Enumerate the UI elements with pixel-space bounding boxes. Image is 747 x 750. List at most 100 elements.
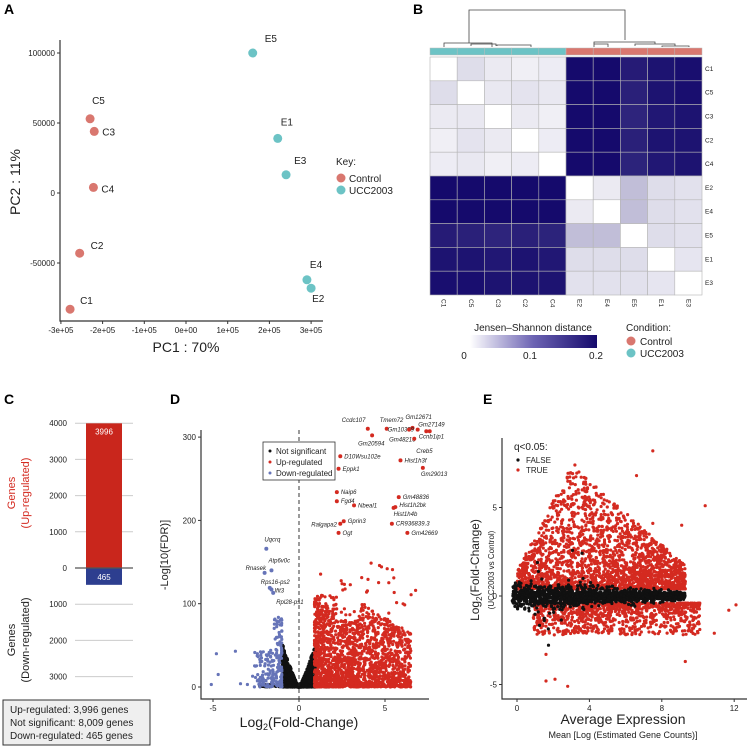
volcano-point-up: [381, 674, 385, 678]
volcano-point-up: [318, 649, 323, 653]
volcano-point-up: [393, 685, 397, 689]
volcano-point-up: [407, 665, 411, 669]
volcano-point-up: [334, 633, 338, 637]
ma-point-true: [626, 513, 630, 517]
volcano-point-up: [314, 675, 318, 679]
volcano-point-up: [388, 659, 392, 663]
volcano-point-not-significant: [304, 685, 308, 689]
heatmap-cell: [592, 199, 621, 224]
volcano-point-up: [342, 607, 346, 611]
heatmap-cell: [429, 270, 458, 296]
pca-point-C4: [88, 182, 98, 192]
volcano-point-up: [343, 683, 348, 687]
volcano-point-up: [314, 599, 318, 603]
ma-point-true: [541, 546, 545, 550]
volcano-point-down: [238, 682, 243, 686]
volcano-point-up: [345, 626, 349, 630]
pca-point-label: E4: [310, 260, 323, 271]
volcano-point-down: [265, 657, 270, 662]
pca-point-C5: [85, 114, 95, 124]
heatmap-cell: [592, 175, 621, 201]
volcano-labeled-point: [338, 454, 343, 459]
bar-ylabel-up-2: (Up-regulated): [20, 458, 32, 529]
volcano-point-up: [377, 681, 381, 686]
heatmap-cell: [511, 247, 540, 272]
volcano-point-up: [328, 640, 332, 644]
volcano-labeled-point: [336, 530, 341, 535]
volcano-labeled-point: [264, 546, 269, 551]
summary-up: Up-regulated: 3,996 genes: [10, 705, 128, 716]
condition-bar-cell: [620, 47, 648, 56]
volcano-point-not-significant: [308, 673, 312, 677]
volcano-point-down: [275, 641, 279, 646]
volcano-point-down: [270, 675, 274, 680]
volcano-point-up: [320, 633, 324, 638]
bar-ytick-label: 0: [63, 564, 68, 573]
volcano-point-up: [363, 621, 367, 625]
heatmap-cell: [565, 223, 594, 248]
condition-ucc2003: UCC2003: [640, 349, 684, 360]
heatmap-cell: [647, 199, 676, 224]
pca-xtick-label: 0e+00: [175, 326, 198, 335]
volcano-point-up: [360, 649, 365, 653]
ma-point-true: [529, 564, 534, 568]
volcano-point-up: [361, 685, 365, 689]
volcano-gene-label: Gm20594: [358, 441, 385, 447]
volcano-labeled-point: [269, 568, 274, 573]
ma-point-true: [556, 530, 560, 535]
volcano-point-up: [360, 576, 364, 580]
ma-point-true: [647, 532, 651, 536]
volcano-point-down: [245, 682, 249, 687]
volcano-point-not-significant: [282, 653, 286, 657]
volcano-point-not-significant: [301, 684, 305, 688]
legend-not-significant: Not significant: [276, 447, 327, 456]
volcano-point-not-significant: [304, 671, 308, 675]
volcano-ytick-label: 0: [192, 683, 197, 692]
colorbar: [470, 335, 597, 348]
volcano-gene-label: Gprin3: [348, 519, 367, 525]
volcano-gene-label: Hist1h2bk: [399, 503, 427, 509]
heatmap-col-label: E5: [630, 299, 637, 307]
volcano-xtick-label: 0: [297, 704, 302, 713]
volcano-point-up: [334, 595, 338, 599]
volcano-point-down: [253, 675, 258, 680]
volcano-point-up: [406, 653, 411, 658]
heatmap-cell: [538, 247, 567, 272]
gene-count-bar-chart: Genes (Up-regulated) Genes (Down-regulat…: [2, 419, 151, 746]
volcano-point-up: [396, 661, 400, 665]
volcano-point-up: [388, 685, 392, 689]
volcano-point-not-significant: [282, 679, 286, 684]
volcano-point-up: [389, 648, 393, 652]
heatmap-row-label: E5: [705, 233, 713, 240]
volcano-point-down: [280, 669, 284, 673]
volcano-point-up: [397, 664, 401, 669]
heatmap-cell: [565, 247, 594, 272]
volcano-gene-label: Gm48216: [389, 438, 416, 444]
volcano-point-up: [339, 619, 343, 624]
volcano-point-down: [274, 635, 279, 640]
condition-bar-cell: [592, 47, 621, 56]
volcano-point-up: [390, 568, 395, 572]
volcano-point-up: [320, 630, 324, 634]
volcano-point-not-significant: [287, 672, 291, 677]
volcano-point-up: [336, 625, 340, 630]
volcano-labeled-point: [370, 433, 375, 438]
volcano-point-up: [340, 684, 344, 689]
pca-xtick-label: 1e+05: [216, 326, 239, 335]
pca-point-C1: [65, 304, 75, 314]
volcano-point-up: [414, 588, 418, 593]
volcano-point-down: [256, 673, 260, 677]
volcano-point-up: [361, 669, 366, 673]
volcano-labeled-point: [336, 466, 341, 471]
volcano-gene-label: CR936839.3: [396, 522, 430, 528]
heatmap-cell: [565, 175, 594, 201]
heatmap-cell: [484, 56, 512, 82]
volcano-labeled-point: [365, 426, 370, 431]
volcano-point-up: [371, 656, 375, 660]
volcano-point-up: [354, 660, 358, 665]
pca-xtick-label: -3e+05: [48, 326, 74, 335]
bar-up-value-label: 3996: [95, 427, 113, 436]
volcano-point-up: [405, 637, 409, 642]
bar-up-regulated: [86, 423, 122, 568]
ma-point-true: [601, 492, 606, 496]
